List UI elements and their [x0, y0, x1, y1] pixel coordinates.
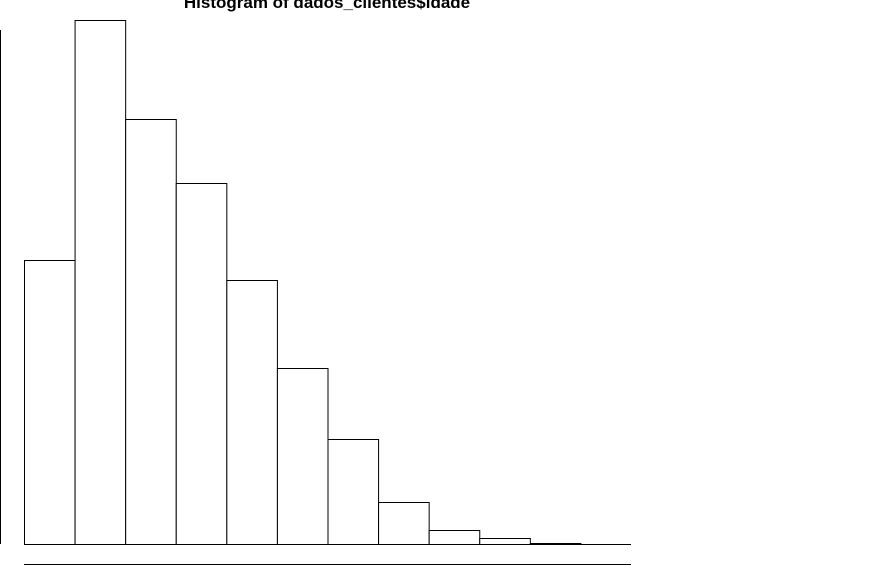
histogram-bar	[226, 280, 278, 545]
histogram-bars	[24, 20, 631, 545]
histogram-bar	[125, 119, 177, 545]
histogram-bar	[175, 183, 228, 545]
histogram-bar	[276, 368, 329, 545]
chart-title: Histogram of dados_clientes$idade	[184, 0, 470, 12]
histogram-bar	[479, 538, 531, 545]
histogram-bar	[327, 439, 380, 545]
histogram-bar	[428, 530, 481, 545]
histogram-bar	[378, 502, 430, 545]
histogram-bar	[74, 20, 127, 545]
histogram-bar	[24, 260, 76, 545]
